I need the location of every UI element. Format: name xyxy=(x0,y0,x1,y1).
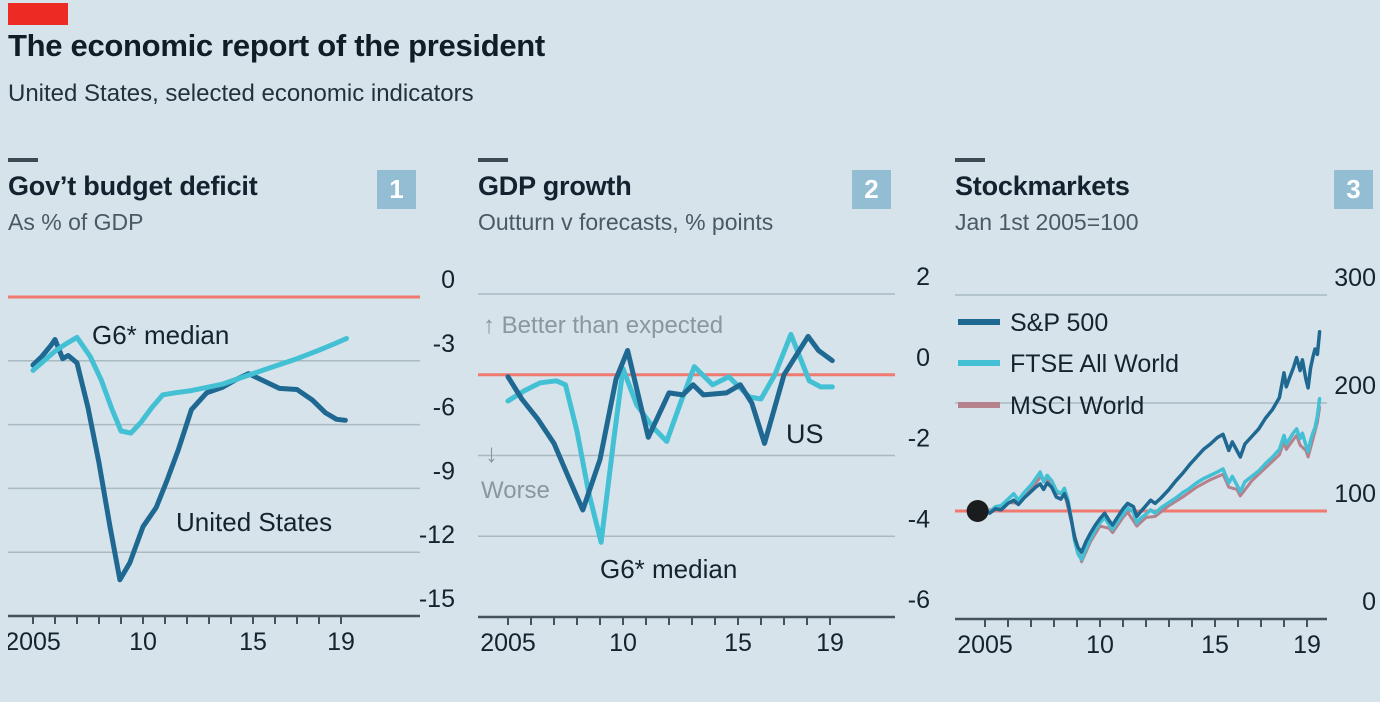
legend-label: FTSE All World xyxy=(1010,350,1179,378)
x-axis: 2005 10 15 19 xyxy=(478,615,895,657)
gridlines: 300 200 100 0 xyxy=(955,264,1376,616)
panel-subtitle: Outturn v forecasts, % points xyxy=(478,209,774,235)
panel-gov-budget-deficit: Gov’t budget deficit As % of GDP 1 0 -3 -6… xyxy=(8,155,458,710)
panel-title: GDP growth xyxy=(478,171,632,201)
x-tick-label: 2005 xyxy=(957,631,1013,659)
legend-label: MSCI World xyxy=(1010,392,1144,420)
brand-red-tab xyxy=(8,3,68,25)
y-tick-label: -15 xyxy=(419,585,455,613)
y-tick-label: -6 xyxy=(908,586,930,614)
panel-gdp-growth: GDP growth Outturn v forecasts, % points… xyxy=(478,155,935,710)
annotation-label: US xyxy=(786,419,824,449)
series-lines xyxy=(30,334,349,583)
y-tick-label: 2 xyxy=(916,263,930,291)
bottom-white-strip xyxy=(0,702,1380,710)
y-tick-label: 100 xyxy=(1334,480,1376,508)
x-tick-label: 2005 xyxy=(480,629,536,657)
series-line-ftse-all-world xyxy=(983,396,1322,562)
x-tick-label: 19 xyxy=(327,628,355,656)
y-tick-label: 0 xyxy=(1362,588,1376,616)
panel-dash xyxy=(955,158,985,162)
legend: S&P 500 FTSE All World MSCI World xyxy=(958,309,1179,420)
stockmarkets-chart: 300 200 100 0 2005 10 15 19 S&P 500 FTSE All Worl… xyxy=(955,264,1376,659)
annotations: ↑ Better than expected ↓ Worse US G6* median xyxy=(481,312,824,584)
panel-title: Gov’t budget deficit xyxy=(8,171,258,201)
gdp-growth-chart: 2 0 -2 -4 -6 2005 10 15 19 ↑ Better than expected… xyxy=(478,263,930,657)
x-tick-label: 19 xyxy=(1293,631,1321,659)
panel-subtitle: As % of GDP xyxy=(8,209,144,235)
x-axis: 2005 10 15 19 xyxy=(8,614,420,656)
x-tick-label: 15 xyxy=(1201,631,1229,659)
y-tick-label: -6 xyxy=(433,394,455,422)
budget-deficit-chart: 0 -3 -6 -9 -12 -15 2005 10 15 19 G6* median United … xyxy=(8,266,455,656)
x-tick-label: 19 xyxy=(816,629,844,657)
panel-dash xyxy=(8,158,38,162)
annotation-label: ↓ xyxy=(485,438,498,468)
x-tick-label: 15 xyxy=(239,628,267,656)
y-tick-label: -12 xyxy=(419,521,455,549)
annotations: G6* median United States xyxy=(92,320,332,537)
series-line-us xyxy=(505,333,835,513)
annotation-label: ↑ Better than expected xyxy=(483,312,723,339)
chart-title: The economic report of the president xyxy=(8,28,545,63)
panel-number-badge: 3 xyxy=(1334,170,1373,209)
gridlines: 2 0 -2 -4 -6 xyxy=(478,263,930,614)
series-line-s-p-500 xyxy=(983,329,1322,554)
gridlines: 0 -3 -6 -9 -12 -15 xyxy=(8,266,455,613)
series-line-g6-median xyxy=(30,334,349,436)
y-tick-label: 0 xyxy=(916,344,930,372)
annotation-label: Worse xyxy=(481,477,550,504)
x-axis: 2005 10 15 19 xyxy=(955,617,1327,659)
y-tick-label: -9 xyxy=(433,457,455,485)
x-tick-label: 10 xyxy=(609,629,637,657)
series-lines xyxy=(983,329,1322,564)
x-tick-label: 10 xyxy=(1086,631,1114,659)
annotation-label: G6* median xyxy=(92,320,229,350)
y-tick-label: 200 xyxy=(1334,372,1376,400)
x-tick-label: 10 xyxy=(129,628,157,656)
start-dot xyxy=(966,500,989,522)
series-lines xyxy=(505,331,835,545)
y-tick-label: -4 xyxy=(908,505,930,533)
annotation-label: G6* median xyxy=(600,554,737,584)
legend-label: S&P 500 xyxy=(1010,309,1108,337)
y-tick-label: -2 xyxy=(908,425,930,453)
series-line-msci-world xyxy=(983,405,1322,564)
series-line-g6-median xyxy=(505,331,835,545)
panel-title: Stockmarkets xyxy=(955,171,1130,201)
panel-dash xyxy=(478,158,508,162)
y-tick-label: 0 xyxy=(441,266,455,294)
y-tick-label: -3 xyxy=(433,330,455,358)
annotation-label: United States xyxy=(176,507,332,537)
panel-number-badge: 2 xyxy=(852,170,891,209)
series-line-united-states xyxy=(30,337,348,583)
x-tick-label: 15 xyxy=(724,629,752,657)
panel-stockmarkets: Stockmarkets Jan 1st 2005=100 3 300 200 10… xyxy=(955,155,1380,710)
panel-number-badge: 1 xyxy=(377,170,416,209)
panel-subtitle: Jan 1st 2005=100 xyxy=(955,209,1139,235)
chart-subtitle: United States, selected economic indicat… xyxy=(8,80,474,107)
x-tick-label: 2005 xyxy=(8,628,61,656)
y-tick-label: 300 xyxy=(1334,264,1376,292)
